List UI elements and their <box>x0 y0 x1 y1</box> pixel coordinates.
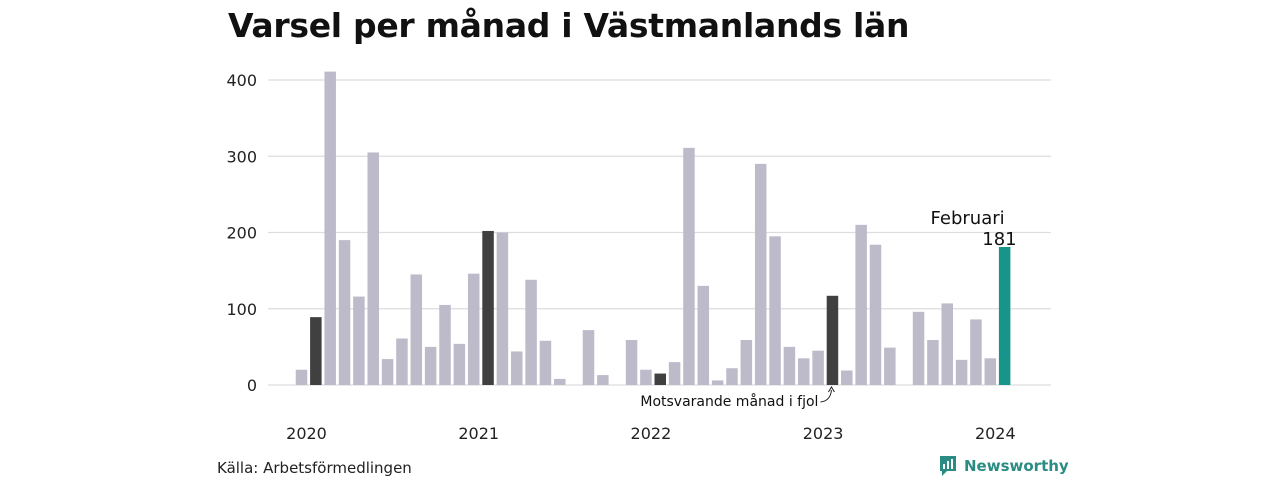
bar-2022-03 <box>668 362 681 385</box>
bar-2023-03 <box>841 370 853 385</box>
bar-2022-08 <box>740 340 753 385</box>
bar-2020-08 <box>396 338 408 385</box>
y-tick-label: 400 <box>226 71 257 90</box>
bar-2021-10 <box>597 375 609 385</box>
annotation-arrow <box>820 389 832 403</box>
x-tick-label-2024: 2024 <box>975 424 1016 443</box>
bar-2021-09 <box>582 330 595 385</box>
bar-2023-12 <box>970 319 982 385</box>
bar-2021-12 <box>625 340 638 385</box>
bar-2022-04 <box>683 147 695 385</box>
bar-2020-03 <box>324 71 336 386</box>
bar-2020-01 <box>295 369 308 385</box>
bar-2022-06 <box>711 380 724 385</box>
bar-2023-11 <box>955 359 968 385</box>
bar-2020-10 <box>424 346 437 385</box>
bar-2022-01 <box>640 369 652 385</box>
bar-2022-11 <box>783 346 796 385</box>
x-tick-label-2020: 2020 <box>286 424 327 443</box>
bar-2021-07 <box>554 378 566 385</box>
y-tick-label: 0 <box>247 376 257 395</box>
brand-name: Newsworthy <box>964 457 1069 475</box>
bar-2020-05 <box>353 296 365 385</box>
x-tick-label-2023: 2023 <box>803 424 844 443</box>
bar-2023-01 <box>812 350 824 385</box>
bar-2021-04 <box>511 351 523 385</box>
bar-2020-07 <box>381 359 394 385</box>
bar-2021-01 <box>467 273 480 385</box>
bar-2023-04 <box>855 224 867 385</box>
chart-title: Varsel per månad i Västmanlands län <box>228 6 910 45</box>
gridlines <box>268 79 1051 386</box>
y-tick-label: 300 <box>226 147 257 166</box>
bar-2020-04 <box>338 240 351 385</box>
bar-2021-06 <box>539 340 552 385</box>
bar-2020-06 <box>367 152 379 385</box>
bar-2020-11 <box>439 304 451 385</box>
bar-2020-09 <box>410 274 423 385</box>
annotation-comparison-label: Motsvarande månad i fjol <box>640 393 818 410</box>
bar-2022-07 <box>726 368 738 385</box>
bar-2020-02 <box>310 317 322 385</box>
bar-2023-05 <box>869 244 882 385</box>
bar-2022-02 <box>654 373 666 385</box>
brand-logo[interactable]: Newsworthy <box>938 455 1069 477</box>
annotation-value-label: 181 <box>982 229 1016 250</box>
bar-2020-12 <box>453 343 466 385</box>
bar-2022-10 <box>769 236 781 385</box>
y-tick-label: 100 <box>226 300 257 319</box>
x-axis-year-labels: 2020 2021 2022 2023 2024 <box>286 424 1016 443</box>
bar-2021-03 <box>496 232 509 385</box>
bar-2022-09 <box>754 163 767 385</box>
source-note: Källa: Arbetsförmedlingen <box>217 459 412 477</box>
bar-2022-12 <box>798 358 810 385</box>
bar-2024-01 <box>984 358 997 385</box>
bar-2021-02 <box>482 230 494 385</box>
bar-2023-09 <box>927 340 939 385</box>
y-tick-label: 200 <box>226 224 257 243</box>
bar-2022-05 <box>697 285 710 385</box>
newsworthy-logo-icon <box>940 456 956 476</box>
x-tick-label-2022: 2022 <box>631 424 672 443</box>
bar-2021-05 <box>525 279 537 385</box>
annotation-arrowhead <box>828 386 835 393</box>
bar-2023-02 <box>826 295 839 385</box>
bar-2024-02 <box>998 246 1011 385</box>
annotation-month-label: Februari <box>931 208 1005 229</box>
bar-2023-06 <box>884 347 896 385</box>
bar-2023-08 <box>912 311 925 385</box>
bar-2023-10 <box>941 303 953 385</box>
x-tick-label-2021: 2021 <box>458 424 499 443</box>
bars <box>295 71 1011 386</box>
y-axis-tick-labels: 0 100 200 300 400 <box>226 71 257 395</box>
